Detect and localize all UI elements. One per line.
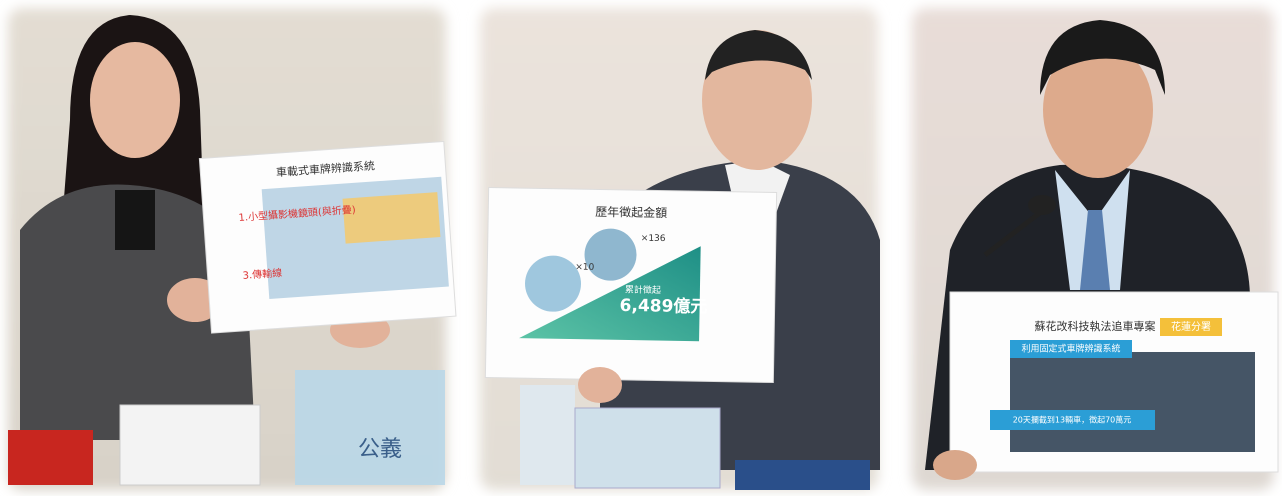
sign-area-graphic bbox=[519, 246, 701, 342]
folder bbox=[735, 460, 870, 490]
hand bbox=[578, 367, 622, 403]
sign-title: 蘇花改科技執法追車專案 bbox=[1035, 319, 1156, 333]
sign-photo bbox=[1010, 352, 1255, 452]
face bbox=[1043, 42, 1153, 178]
jacket bbox=[20, 184, 255, 440]
photo-panel-1: 車載式車牌辨識系統 1.小型攝影機鏡頭(與折疊) 3.傳輸線 公義 bbox=[8, 8, 457, 490]
tie bbox=[1080, 210, 1110, 290]
sign-photo bbox=[584, 228, 637, 281]
sign-subtitle-bg bbox=[1010, 340, 1132, 358]
hair bbox=[1040, 20, 1165, 95]
sign-result-bg bbox=[990, 410, 1155, 430]
microphone bbox=[1028, 195, 1056, 215]
gift-box bbox=[119, 404, 261, 486]
face bbox=[90, 42, 180, 158]
gift-text: 公義 bbox=[358, 437, 402, 462]
gift-box bbox=[520, 385, 575, 485]
hair bbox=[705, 30, 812, 80]
sign-tag-bg bbox=[1160, 318, 1222, 336]
sign-result: 20天攔截到13輛車，徵起70萬元 bbox=[1013, 415, 1132, 425]
sign-title: 歷年徵起金額 bbox=[595, 204, 667, 220]
sign-callout bbox=[342, 192, 441, 244]
hand bbox=[933, 450, 977, 480]
sign-photo bbox=[525, 255, 582, 312]
photo-panel-3: 蘇花改科技執法追車專案 花蓮分署 利用固定式車牌辨識系統 20天攔截到13輛車，… bbox=[912, 8, 1279, 490]
sign: 歷年徵起金額 ×10 ×136 累計徵起 6,489億元 bbox=[484, 187, 778, 384]
sign-multiplier: ×10 bbox=[575, 263, 594, 273]
gift-box bbox=[8, 430, 93, 485]
sign-subtitle: 利用固定式車牌辨識系統 bbox=[1021, 343, 1120, 355]
sign-item: 3.傳輸線 bbox=[242, 266, 282, 282]
sign-multiplier: ×136 bbox=[641, 234, 666, 244]
sign-total: 6,489億元 bbox=[619, 295, 707, 318]
sign: 車載式車牌辨識系統 1.小型攝影機鏡頭(與折疊) 3.傳輸線 bbox=[198, 140, 457, 334]
gift-bag bbox=[295, 370, 445, 485]
sign-tag: 花蓮分署 bbox=[1171, 320, 1211, 333]
sign-total-label: 累計徵起 bbox=[625, 283, 661, 296]
photo-panel-2: 歷年徵起金額 ×10 ×136 累計徵起 6,489億元 bbox=[480, 8, 880, 490]
sign-title: 車載式車牌辨識系統 bbox=[276, 158, 376, 179]
blouse bbox=[115, 190, 155, 250]
gift-box bbox=[574, 407, 721, 489]
